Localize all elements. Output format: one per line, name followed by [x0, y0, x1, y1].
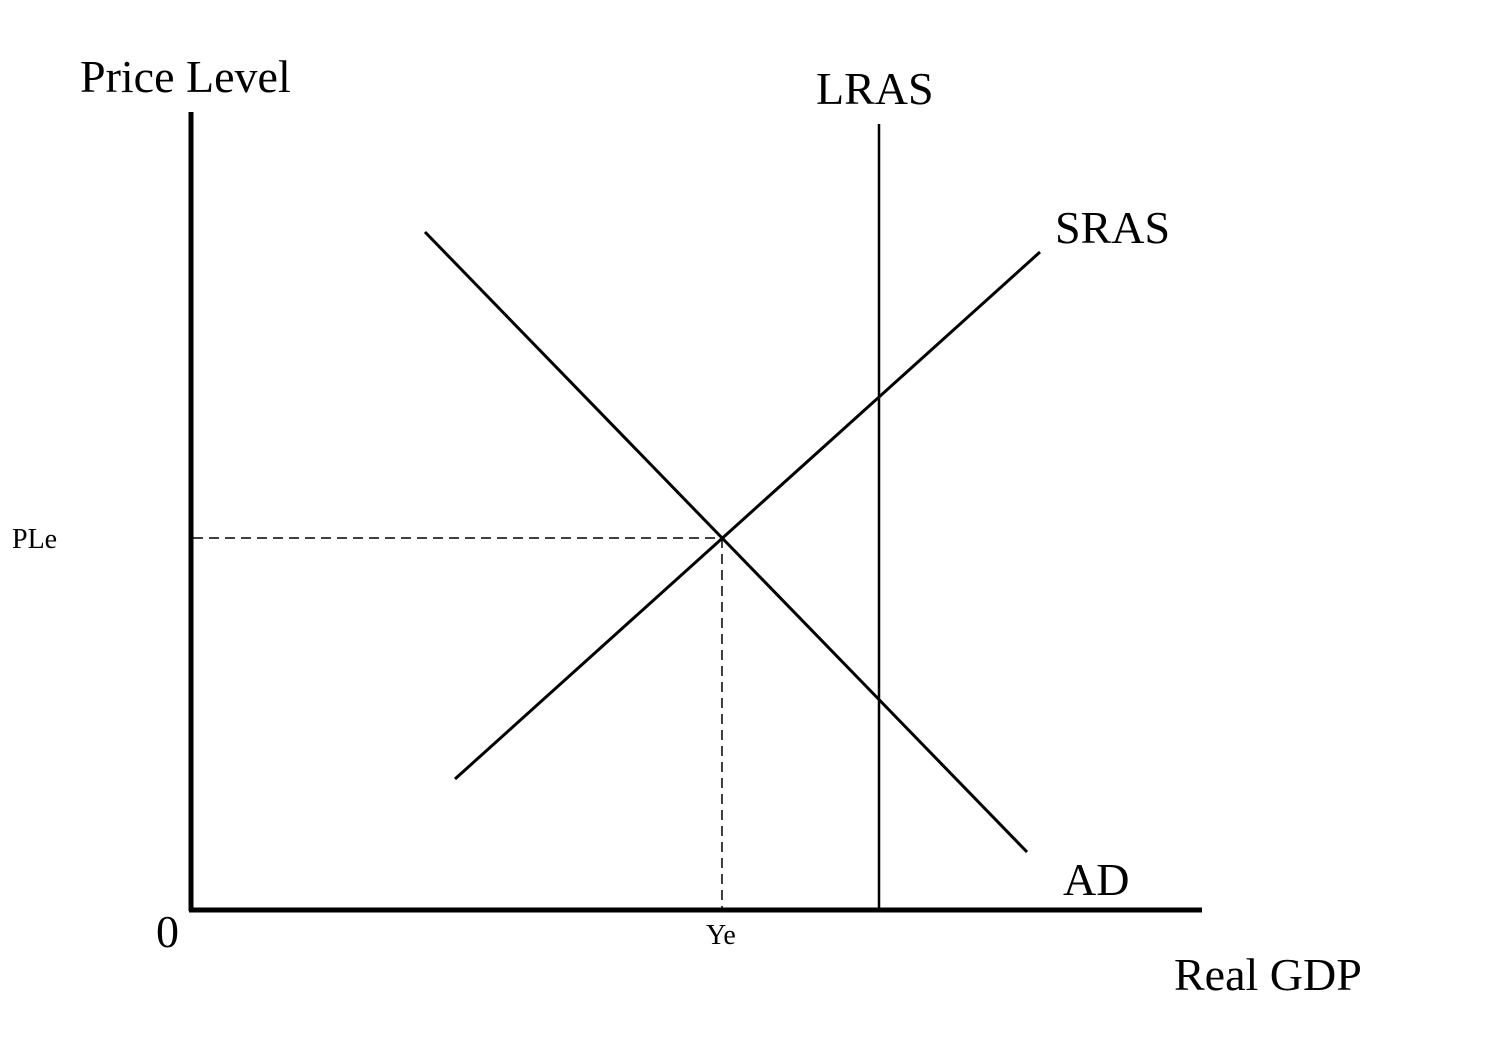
- equilibrium-price-label: PLe: [12, 524, 57, 555]
- ad-label: AD: [1063, 854, 1129, 905]
- x-axis-label: Real GDP: [1174, 949, 1362, 1000]
- equilibrium-output-label: Ye: [706, 920, 736, 951]
- lras-label: LRAS: [816, 63, 934, 114]
- origin-label: 0: [156, 906, 179, 957]
- sras-label: SRAS: [1055, 202, 1170, 253]
- y-axis-label: Price Level: [80, 51, 291, 102]
- sras-curve: [453, 250, 1042, 781]
- ad-curve: [423, 230, 1029, 854]
